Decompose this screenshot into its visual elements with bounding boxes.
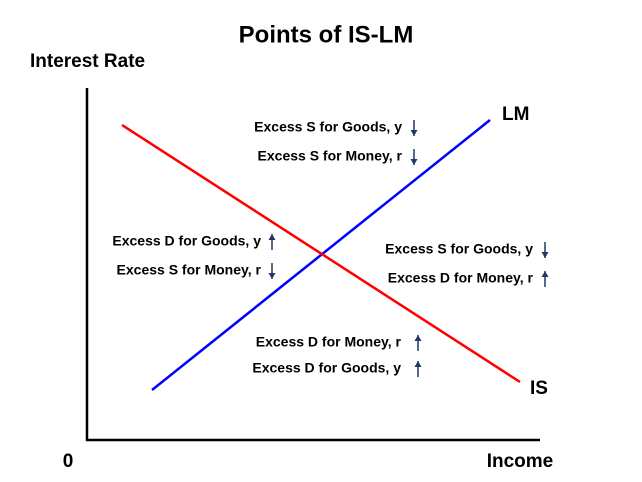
y-axis-label: Interest Rate (30, 51, 145, 72)
origin-label: 0 (63, 451, 74, 472)
region-text: Excess S for Money, r (117, 262, 262, 278)
region-text: Excess S for Goods, y (385, 241, 533, 257)
arrow-head (414, 361, 422, 367)
curve (151, 119, 491, 391)
region-text: Excess D for Money, r (256, 334, 402, 350)
arrow-head (268, 273, 276, 279)
region-text: Excess S for Goods, y (254, 119, 402, 135)
arrow-head (541, 252, 549, 258)
arrow-head (410, 130, 418, 136)
curve-label: IS (530, 378, 548, 399)
arrow-head (268, 234, 276, 240)
arrow-head (541, 271, 549, 277)
curve (121, 123, 521, 384)
curve-label: LM (502, 104, 529, 125)
x-axis-label: Income (487, 451, 554, 472)
arrow-head (414, 335, 422, 341)
title: Points of IS-LM (239, 21, 414, 48)
region-text: Excess S for Money, r (258, 148, 403, 164)
region-text: Excess D for Money, r (388, 270, 534, 286)
region-text: Excess D for Goods, y (252, 360, 401, 376)
arrow-head (410, 159, 418, 165)
region-text: Excess D for Goods, y (112, 233, 261, 249)
